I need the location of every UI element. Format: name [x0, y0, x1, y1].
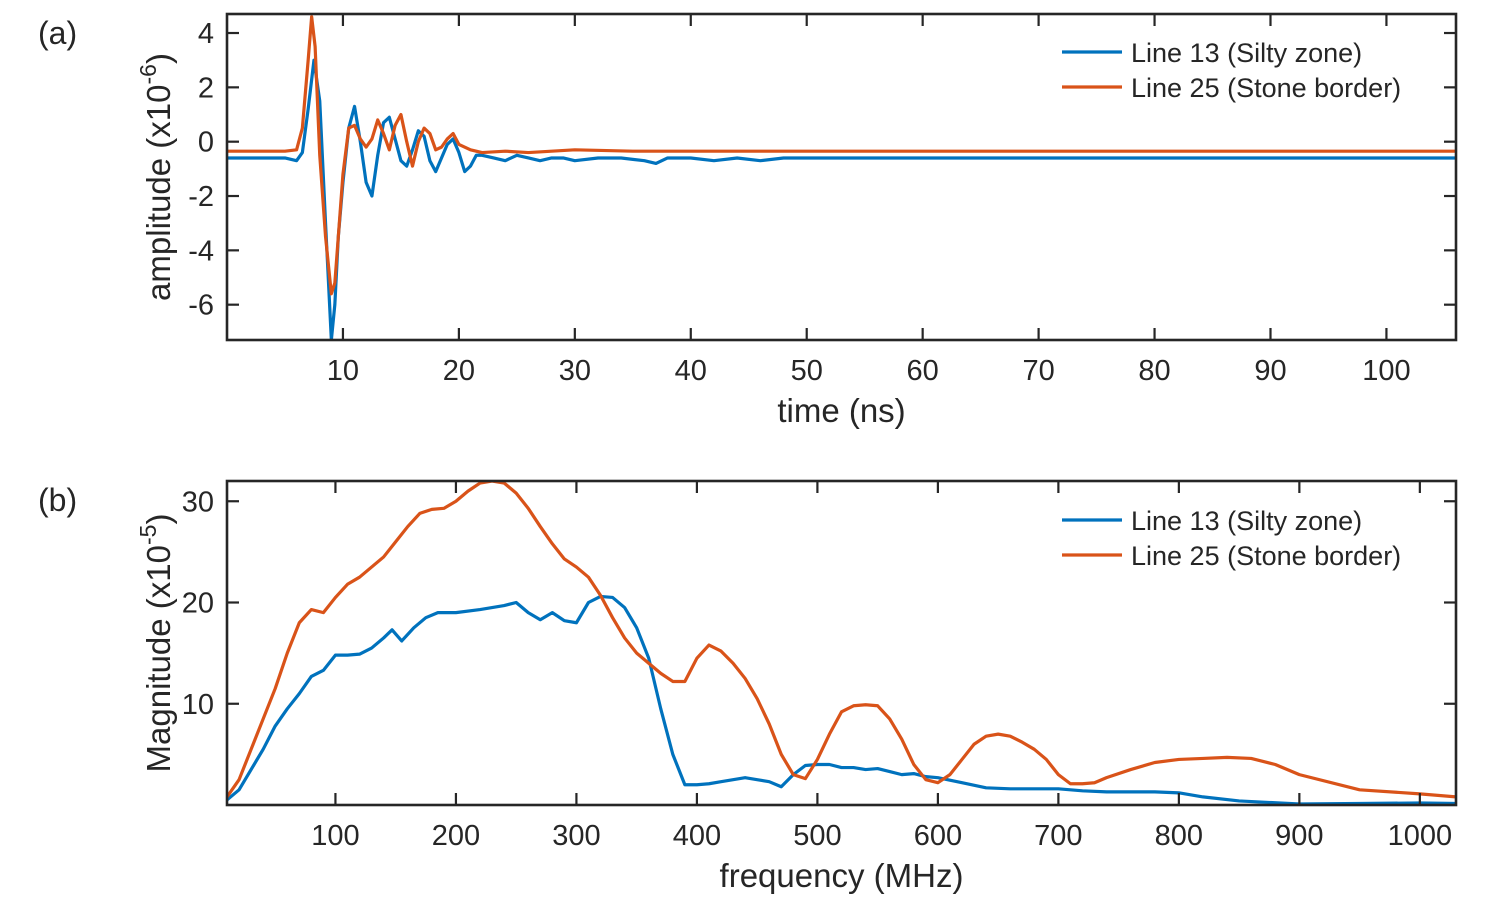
series-line-1: [227, 594, 1456, 805]
legend-label-1: Line 13 (Silty zone): [1131, 38, 1362, 68]
legend-label-1: Line 13 (Silty zone): [1131, 506, 1362, 536]
x-tick-label: 800: [1155, 820, 1203, 852]
plot-area: [227, 481, 1456, 805]
panel-b-chart: 100 200 300 400 500 600 700 800 900 1000 10 20 30 fre…: [38, 479, 1458, 894]
y-tick-label: 4: [198, 18, 214, 50]
panel-a-chart: 10 20 30 40 50 60 70 80 90 100 -6 -4 -2 0 2 4 time (ns) a…: [38, 12, 1458, 429]
x-tick-label: 90: [1254, 355, 1286, 387]
x-tick-label: 500: [793, 820, 841, 852]
y-tick-label: -6: [188, 290, 214, 322]
y-tick-label: -2: [188, 181, 214, 213]
y-axis-label-close: ): [140, 53, 177, 64]
plot-area: [227, 14, 1456, 340]
legend-label-2: Line 25 (Stone border): [1131, 541, 1401, 571]
panel-label: (a): [38, 15, 77, 51]
y-tick-label: 20: [182, 588, 214, 620]
legend-label-2: Line 25 (Stone border): [1131, 73, 1401, 103]
x-axis-label: frequency (MHz): [720, 857, 964, 894]
x-tick-label: 200: [432, 820, 480, 852]
x-tick-label: 100: [311, 820, 359, 852]
series-line-2: [227, 481, 1456, 799]
x-tick-label: 600: [914, 820, 962, 852]
x-axis-label: time (ns): [777, 392, 905, 429]
x-tick-label: 80: [1138, 355, 1170, 387]
x-tick-label: 60: [907, 355, 939, 387]
x-tick-label: 300: [552, 820, 600, 852]
y-tick-label: 30: [182, 486, 214, 518]
y-axis-label-text: Magnitude (x10: [140, 545, 177, 772]
y-axis-label-exponent: -5: [135, 525, 161, 545]
axes-box: [225, 12, 1458, 342]
x-tick-label: 1000: [1388, 820, 1453, 852]
x-tick-label: 40: [675, 355, 707, 387]
x-tick-label: 30: [559, 355, 591, 387]
x-tick-label: 700: [1034, 820, 1082, 852]
y-axis-label-close: ): [140, 514, 177, 525]
y-tick-label: 10: [182, 689, 214, 721]
y-axis-label-exponent: -6: [135, 64, 161, 84]
x-tick-label: 70: [1022, 355, 1054, 387]
x-tick-label: 10: [327, 355, 359, 387]
series-line-2: [227, 15, 1456, 296]
y-tick-label: 0: [198, 127, 214, 159]
y-tick-label: 2: [198, 72, 214, 104]
axes-box: [225, 479, 1458, 807]
y-axis-label: amplitude (x10-6): [135, 53, 177, 301]
y-axis-label: Magnitude (x10-5): [135, 514, 177, 773]
y-tick-label: -4: [188, 235, 214, 267]
x-tick-label: 20: [443, 355, 475, 387]
x-tick-label: 400: [673, 820, 721, 852]
x-tick-label: 100: [1362, 355, 1410, 387]
panel-label: (b): [38, 482, 77, 518]
x-tick-label: 900: [1275, 820, 1323, 852]
x-tick-label: 50: [791, 355, 823, 387]
y-axis-label-text: amplitude (x10: [140, 85, 177, 301]
